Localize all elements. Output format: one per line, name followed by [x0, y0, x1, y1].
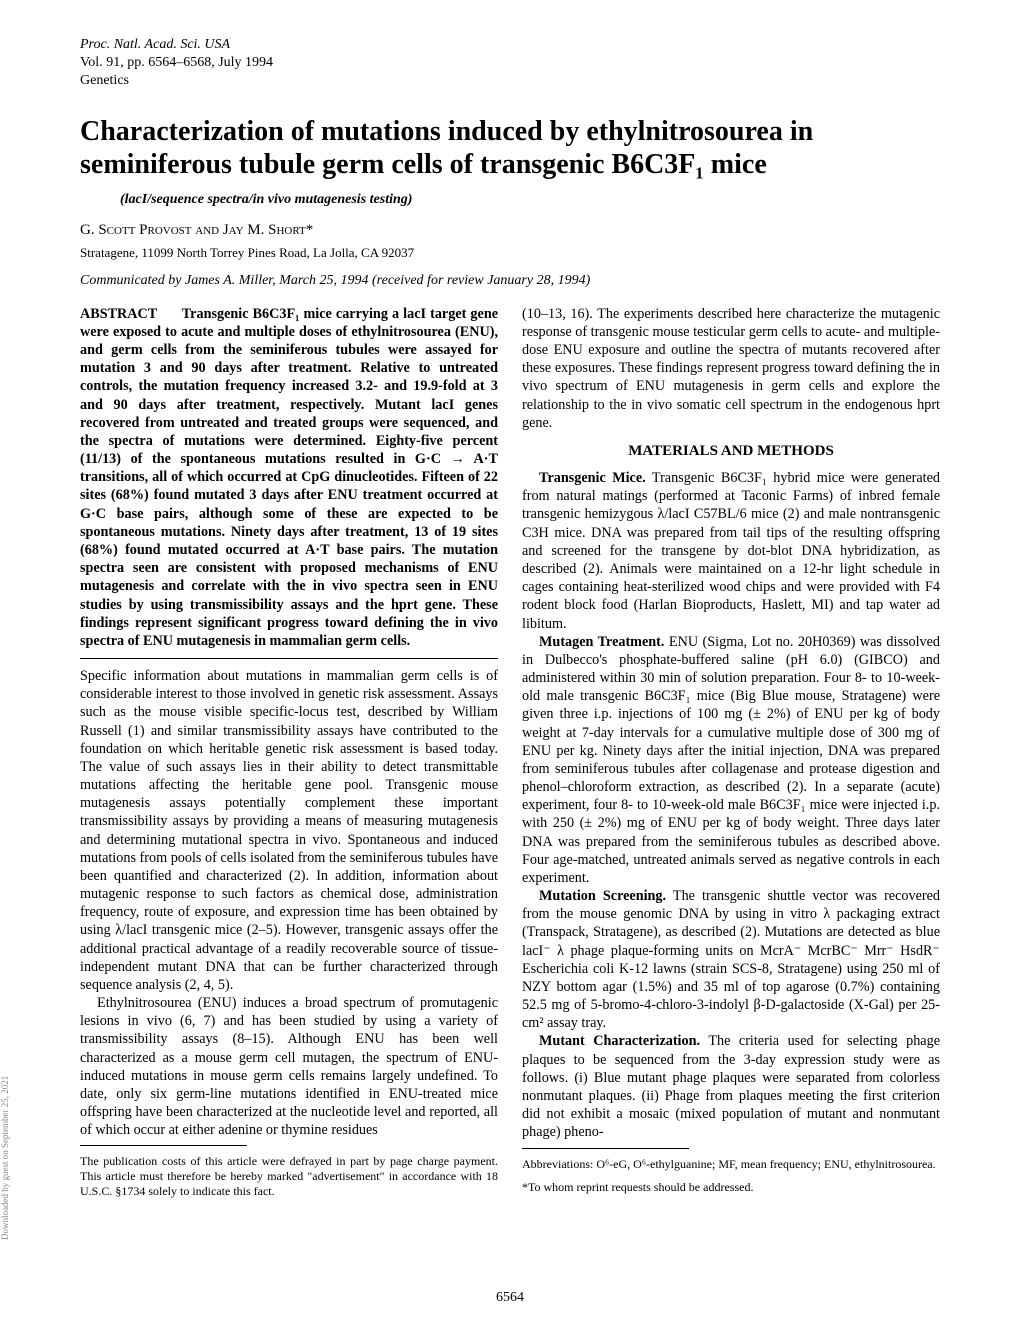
left-column: ABSTRACT Transgenic B6C3F₁ mice carrying… [80, 305, 498, 1200]
page-number: 6564 [496, 1290, 524, 1306]
mm-mutagen-treatment: Mutagen Treatment. ENU (Sigma, Lot no. 2… [522, 633, 940, 887]
mm-label-2: Mutagen Treatment. [539, 634, 664, 650]
mm-label-1: Transgenic Mice. [539, 470, 646, 486]
footnote-rule-left [80, 1145, 247, 1146]
footnote-right-2: *To whom reprint requests should be addr… [522, 1180, 940, 1195]
footnote-right-1: Abbreviations: O⁶-eG, O⁶-ethylguanine; M… [522, 1157, 940, 1172]
affiliation: Stratagene, 11099 North Torrey Pines Roa… [80, 245, 940, 261]
mm-label-4: Mutant Characterization. [539, 1033, 700, 1049]
rule-after-abstract [80, 658, 498, 659]
footnote-rule-right [522, 1148, 689, 1149]
volume-info: Vol. 91, pp. 6564–6568, July 1994 [80, 54, 940, 72]
footnote-left: The publication costs of this article we… [80, 1154, 498, 1199]
journal-header: Proc. Natl. Acad. Sci. USA Vol. 91, pp. … [80, 36, 940, 91]
materials-methods-heading: MATERIALS AND METHODS [522, 442, 940, 461]
mm-mutant-characterization: Mutant Characterization. The criteria us… [522, 1032, 940, 1141]
body-columns: ABSTRACT Transgenic B6C3F₁ mice carrying… [80, 305, 940, 1200]
authors: G. Scott Provost and Jay M. Short* [80, 222, 940, 239]
download-note: Downloaded by guest on September 25, 202… [0, 1076, 10, 1240]
mm-label-3: Mutation Screening. [539, 888, 666, 904]
right-column: (10–13, 16). The experiments described h… [522, 305, 940, 1200]
intro-para-1: Specific information about mutations in … [80, 667, 498, 994]
page-container: Proc. Natl. Acad. Sci. USA Vol. 91, pp. … [0, 0, 1020, 1320]
intro-continuation: (10–13, 16). The experiments described h… [522, 305, 940, 432]
keywords-line: (lacI/sequence spectra/in vivo mutagenes… [120, 192, 940, 208]
article-title: Characterization of mutations induced by… [80, 115, 940, 182]
journal-name: Proc. Natl. Acad. Sci. USA [80, 36, 940, 54]
abstract-block: ABSTRACT Transgenic B6C3F₁ mice carrying… [80, 305, 498, 650]
communicated-line: Communicated by James A. Miller, March 2… [80, 273, 940, 289]
intro-para-2: Ethylnitrosourea (ENU) induces a broad s… [80, 994, 498, 1139]
mm-mutation-screening: Mutation Screening. The transgenic shutt… [522, 887, 940, 1032]
abstract-label: ABSTRACT [80, 306, 157, 322]
mm-transgenic-mice: Transgenic Mice. Transgenic B6C3F₁ hybri… [522, 469, 940, 633]
section-name: Genetics [80, 72, 940, 90]
abstract-text: Transgenic B6C3F₁ mice carrying a lacI t… [80, 306, 498, 649]
